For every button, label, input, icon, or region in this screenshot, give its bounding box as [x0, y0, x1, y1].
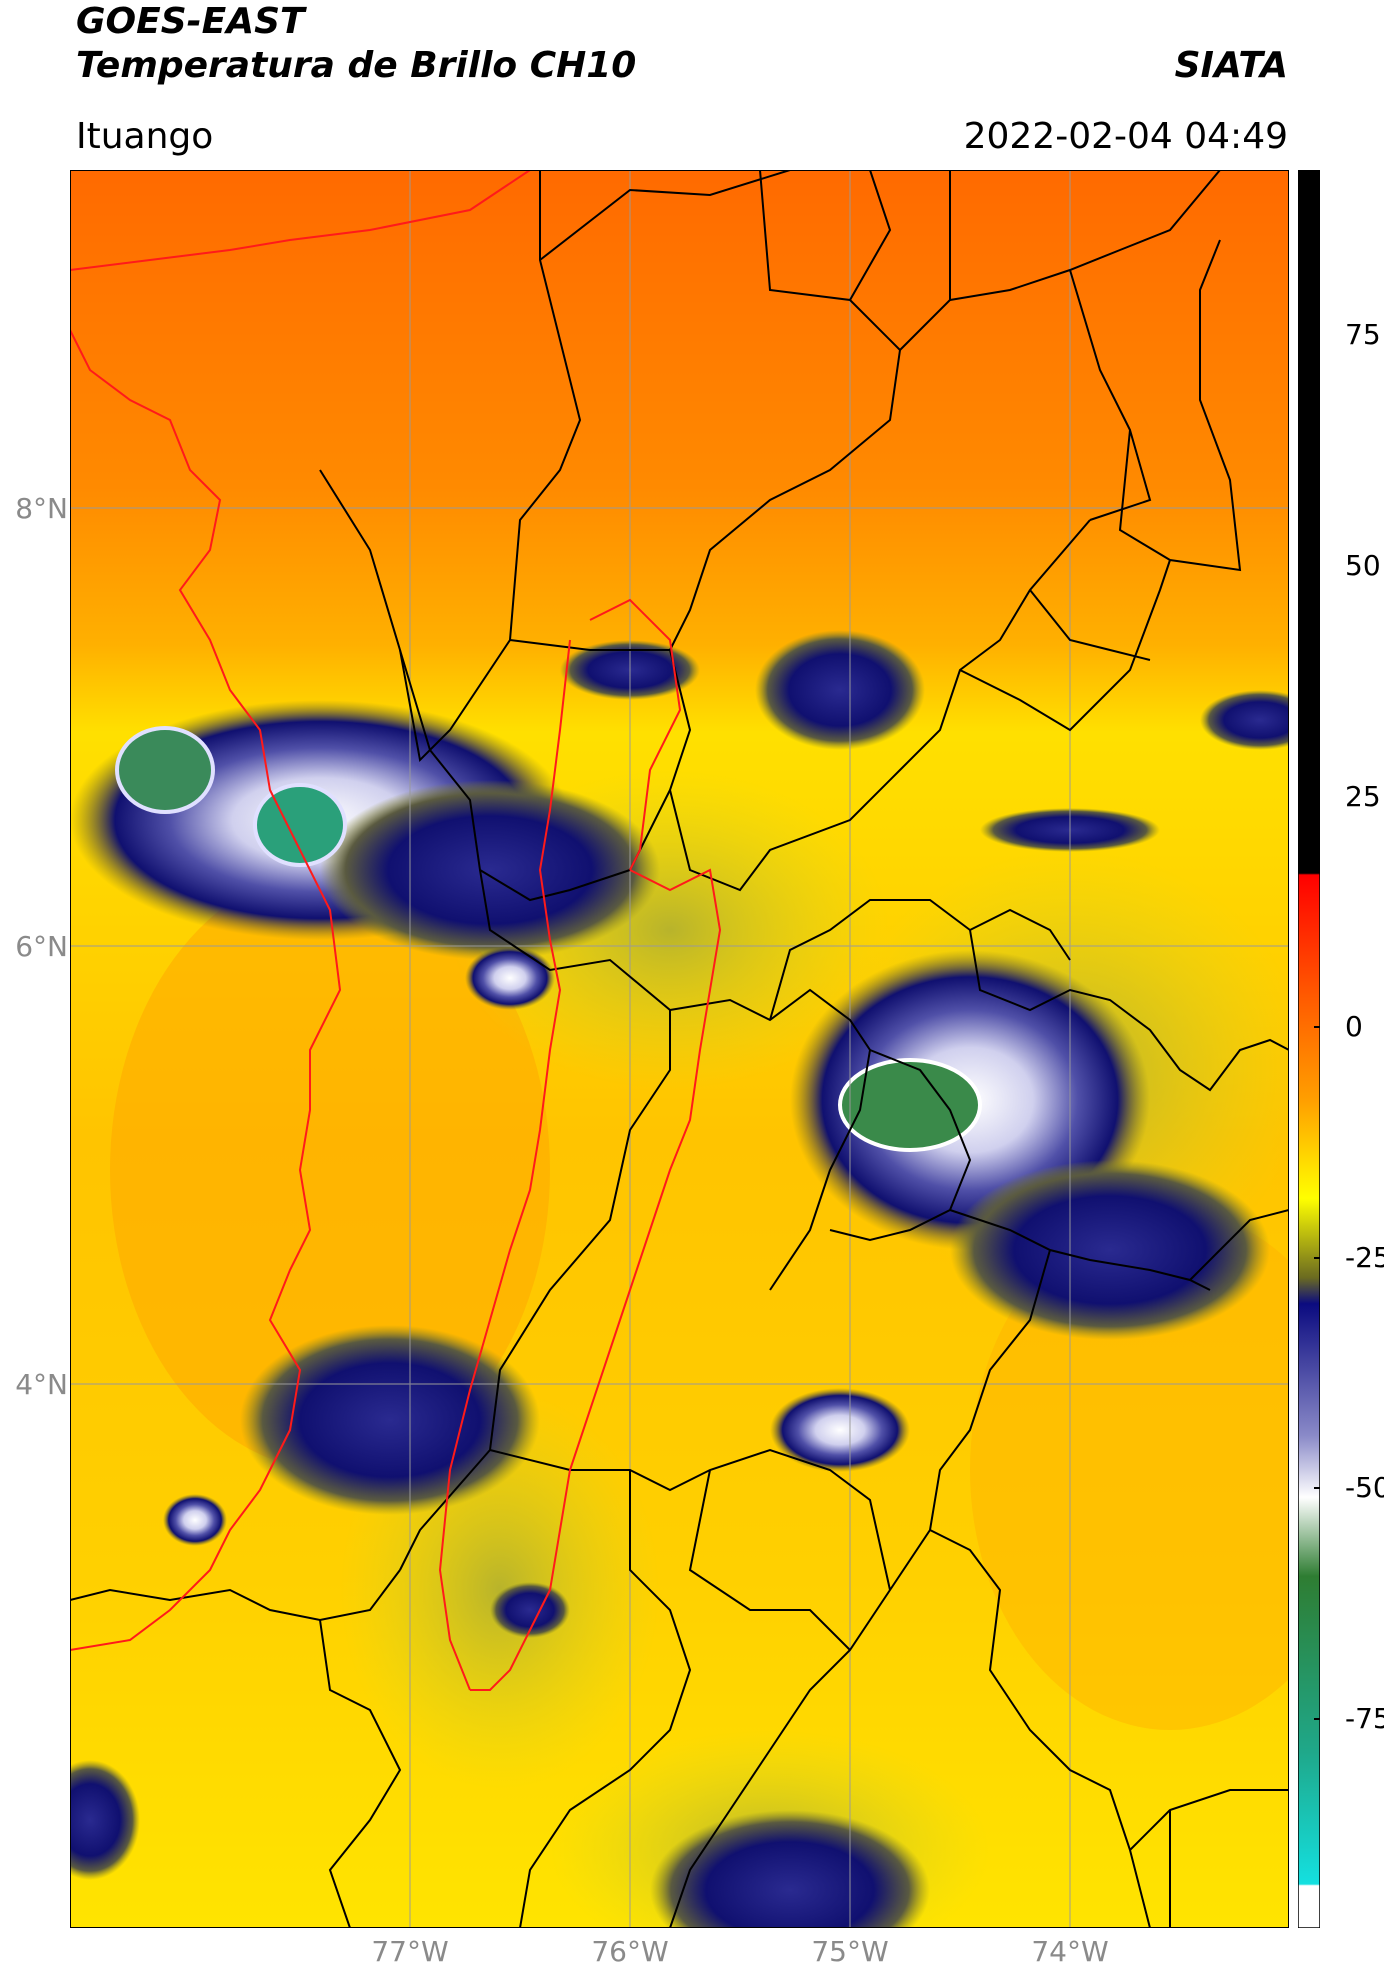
- cold-top-3: [838, 1058, 982, 1152]
- cold-top-1: [115, 726, 215, 814]
- colorbar-tick-75: 75: [1345, 318, 1381, 351]
- lat-label-6n: 6°N: [15, 930, 68, 963]
- lat-label-4n: 4°N: [15, 1368, 68, 1401]
- graticule: [70, 170, 1289, 1928]
- lon-label-74w: 74°W: [1031, 1935, 1109, 1968]
- product-title: Temperatura de Brillo CH10: [76, 45, 637, 86]
- lon-label-75w: 75°W: [811, 1935, 889, 1968]
- storm-cell-bottom-left: [70, 1760, 140, 1880]
- storm-cell-south: [770, 1388, 910, 1472]
- colorbar-tick-minus75: -75: [1345, 1702, 1384, 1735]
- lon-label-76w: 76°W: [591, 1935, 669, 1968]
- storm-cell-southwest: [240, 1325, 540, 1515]
- warm-pool-east: [970, 1210, 1289, 1730]
- satellite-title: GOES-EAST: [76, 1, 305, 42]
- colorbar-tick-50: 50: [1345, 549, 1381, 582]
- region-label: Ituango: [76, 116, 214, 157]
- storm-cell-northwest-tail: [320, 780, 660, 960]
- highlight-borders: [70, 170, 722, 1691]
- storm-cell-bottom: [650, 1810, 930, 1928]
- department-borders: [70, 170, 1289, 1928]
- storm-cell-east-edge: [1200, 690, 1289, 750]
- storm-cell-south-small: [490, 1582, 570, 1638]
- lon-label-77w: 77°W: [371, 1935, 449, 1968]
- storm-cell-small: [465, 946, 555, 1010]
- brightness-temperature-map: [70, 170, 1289, 1928]
- warm-pool: [110, 870, 550, 1470]
- lat-label-8n: 8°N: [15, 492, 68, 525]
- storm-cell-tiny: [163, 1494, 227, 1546]
- storm-cell-east-tail: [950, 1160, 1270, 1340]
- cold-top-2: [253, 783, 347, 867]
- colorbar-tick-0: 0: [1345, 1010, 1363, 1043]
- brand-label: SIATA: [1174, 45, 1288, 86]
- datetime-label: 2022-02-04 04:49: [963, 116, 1288, 157]
- storm-cell-north: [755, 630, 925, 750]
- colorbar-tick-minus50: -50: [1345, 1471, 1384, 1504]
- colorbar-tick-25: 25: [1345, 780, 1381, 813]
- colorbar-tick-minus25: -25: [1345, 1241, 1384, 1274]
- colorbar: [1298, 170, 1320, 1928]
